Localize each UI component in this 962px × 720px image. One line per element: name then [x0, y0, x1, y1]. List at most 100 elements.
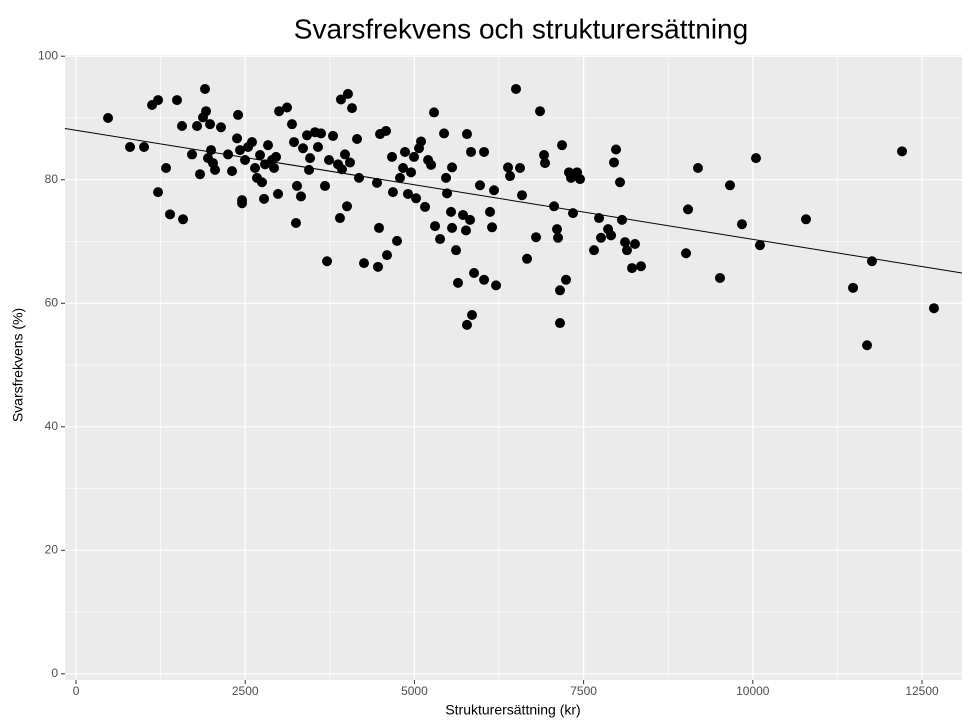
point [334, 213, 345, 224]
point [420, 201, 431, 212]
point [273, 188, 284, 199]
point [246, 137, 257, 148]
point [200, 83, 211, 94]
point [439, 128, 450, 139]
point [335, 94, 346, 105]
point [255, 150, 266, 161]
point [503, 162, 514, 173]
point [609, 157, 620, 168]
point [606, 230, 617, 241]
point [491, 280, 502, 291]
point [465, 214, 476, 225]
point [575, 174, 586, 185]
point [195, 169, 206, 180]
y-tick-label: 60 [45, 295, 59, 309]
point [259, 193, 270, 204]
point [263, 140, 274, 151]
x-axis-label: Strukturersättning (kr) [445, 702, 580, 718]
point [552, 224, 563, 235]
point [382, 250, 393, 261]
point [161, 163, 172, 174]
point [561, 274, 572, 285]
point [589, 245, 600, 256]
point [398, 163, 409, 174]
point [447, 162, 458, 173]
point [165, 209, 176, 220]
point [324, 154, 335, 165]
point [430, 221, 441, 232]
point [139, 142, 150, 153]
point [621, 245, 632, 256]
point [465, 146, 476, 157]
point [540, 158, 551, 169]
point [342, 88, 353, 99]
y-tick-label: 100 [38, 48, 58, 62]
point [347, 103, 358, 114]
point [429, 107, 440, 118]
point [714, 272, 725, 283]
point [269, 163, 280, 174]
point [227, 166, 238, 177]
point [479, 146, 490, 157]
point [304, 164, 315, 175]
point [446, 206, 457, 217]
point [295, 191, 306, 202]
point [453, 277, 464, 288]
point [554, 318, 565, 329]
point [342, 201, 353, 212]
point [337, 164, 348, 175]
point [487, 222, 498, 233]
point [291, 180, 302, 191]
point [615, 177, 626, 188]
point [302, 130, 313, 141]
point [353, 172, 364, 183]
point [402, 188, 413, 199]
point [489, 185, 500, 196]
point [210, 164, 221, 175]
point [344, 157, 355, 168]
point [411, 193, 422, 204]
point [215, 122, 226, 133]
y-axis-label: Svarsfrekvens (%) [10, 308, 26, 422]
point [754, 240, 765, 251]
point [282, 102, 293, 113]
point [629, 238, 640, 249]
point [400, 146, 411, 157]
point [848, 282, 859, 293]
point [274, 106, 285, 117]
point [373, 261, 384, 272]
point [596, 232, 607, 243]
y-tick-label: 0 [51, 666, 58, 680]
point [460, 225, 471, 236]
point [339, 149, 350, 160]
point [549, 201, 560, 212]
point [298, 143, 309, 154]
point [485, 206, 496, 217]
point [178, 214, 189, 225]
point [125, 142, 136, 153]
point [539, 150, 550, 161]
point [511, 83, 522, 94]
point [153, 95, 164, 106]
point [387, 187, 398, 198]
point [305, 153, 316, 164]
point [187, 149, 198, 160]
point [627, 263, 638, 274]
point [153, 187, 164, 198]
point [271, 151, 282, 162]
point [316, 128, 327, 139]
point [447, 222, 458, 233]
point [469, 268, 480, 279]
point [451, 245, 462, 256]
point [862, 340, 873, 351]
point [725, 180, 736, 191]
x-tick-label: 7500 [570, 684, 597, 698]
point [177, 121, 188, 132]
panel [65, 55, 962, 680]
chart-title: Svarsfrekvens och strukturersättning [294, 13, 748, 44]
point [467, 310, 478, 321]
point [535, 106, 546, 117]
point [352, 133, 363, 144]
point [395, 172, 406, 183]
point [897, 146, 908, 157]
